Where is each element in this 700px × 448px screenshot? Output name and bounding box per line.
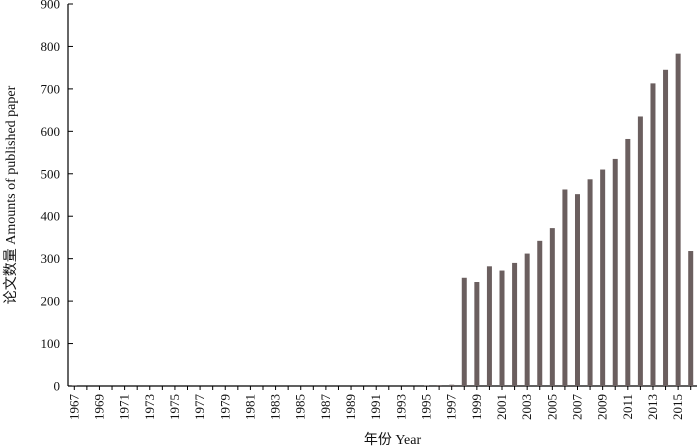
bar-2015 bbox=[675, 53, 681, 386]
x-tick-label: 1985 bbox=[293, 394, 308, 420]
x-tick-label: 2009 bbox=[595, 394, 610, 420]
x-tick-label: 2015 bbox=[670, 394, 685, 420]
x-tick-label: 1969 bbox=[91, 394, 106, 420]
y-tick-label: 300 bbox=[41, 251, 61, 266]
x-tick-label: 1987 bbox=[318, 394, 333, 421]
bar-2016 bbox=[688, 251, 694, 386]
bar-2008 bbox=[587, 179, 593, 386]
x-tick-label: 1977 bbox=[192, 394, 207, 421]
bar-2011 bbox=[625, 138, 631, 386]
x-tick-label: 1971 bbox=[117, 394, 132, 420]
x-tick-label: 1983 bbox=[268, 394, 283, 420]
x-tick-label: 1973 bbox=[142, 394, 157, 420]
bar-1999 bbox=[474, 282, 480, 386]
bar-2000 bbox=[486, 266, 492, 386]
bar-2012 bbox=[637, 116, 643, 386]
y-tick-label: 400 bbox=[41, 209, 61, 224]
bar-1997 bbox=[449, 384, 455, 386]
y-tick-label: 500 bbox=[41, 166, 61, 181]
x-axis-title: 年份 Year bbox=[364, 432, 422, 448]
x-tick-label: 2013 bbox=[645, 394, 660, 420]
bar-2005 bbox=[549, 228, 555, 386]
x-tick-label: 2007 bbox=[569, 394, 584, 421]
bar-2001 bbox=[499, 270, 505, 386]
x-tick-label: 2003 bbox=[519, 394, 534, 420]
bar-2002 bbox=[512, 262, 518, 386]
x-tick-label: 1999 bbox=[469, 394, 484, 420]
x-tick-label: 2001 bbox=[494, 394, 509, 420]
x-tick-label: 2011 bbox=[620, 394, 635, 420]
x-tick-label: 1997 bbox=[444, 394, 459, 421]
bar-2013 bbox=[650, 83, 656, 387]
y-axis: 0 100 200 300 400 500 600 700 800 900 bbox=[41, 0, 73, 394]
bar-2007 bbox=[574, 194, 580, 386]
x-axis: 1967 1969 1971 1973 1975 1977 1979 1981 1983 1985… bbox=[66, 385, 697, 421]
x-tick-label: 1979 bbox=[217, 394, 232, 420]
y-tick-label: 900 bbox=[41, 0, 61, 12]
x-tick-label: 1981 bbox=[242, 394, 257, 420]
x-tick-label: 1995 bbox=[419, 394, 434, 420]
bar-2003 bbox=[524, 253, 530, 386]
bar-2006 bbox=[562, 189, 568, 386]
y-axis-title: 论文数量 Amounts of published paper bbox=[3, 85, 19, 304]
x-tick-label: 1975 bbox=[167, 394, 182, 420]
bar-1996 bbox=[436, 385, 442, 386]
y-tick-label: 600 bbox=[41, 124, 61, 139]
x-tick-label: 2005 bbox=[544, 394, 559, 420]
bar-2004 bbox=[537, 240, 543, 386]
y-tick-label: 800 bbox=[41, 39, 61, 54]
y-tick-label: 0 bbox=[54, 379, 61, 394]
x-tick-label: 1989 bbox=[343, 394, 358, 420]
bar-2014 bbox=[663, 69, 669, 387]
bar-series bbox=[71, 53, 694, 387]
y-tick-label: 200 bbox=[41, 294, 61, 309]
bar-2009 bbox=[600, 169, 606, 386]
x-tick-label: 1993 bbox=[393, 394, 408, 420]
bar-2010 bbox=[612, 158, 618, 386]
x-tick-label: 1991 bbox=[368, 394, 383, 420]
y-tick-label: 100 bbox=[41, 336, 61, 351]
y-tick-label: 700 bbox=[41, 81, 61, 96]
x-tick-label: 1967 bbox=[66, 394, 81, 421]
bar-1998 bbox=[461, 277, 467, 386]
